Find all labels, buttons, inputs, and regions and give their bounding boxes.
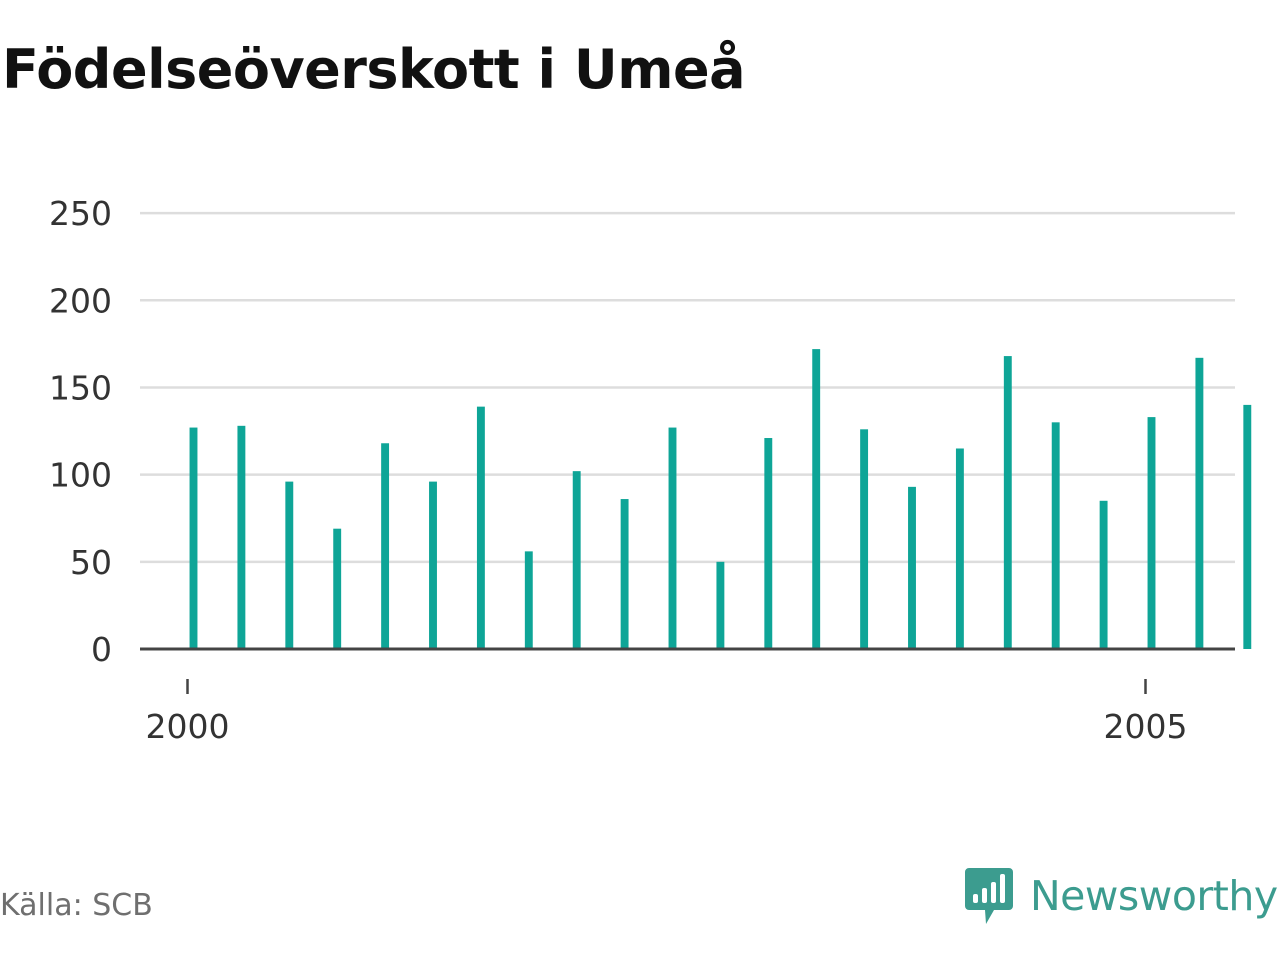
bar xyxy=(237,425,246,649)
bar xyxy=(285,481,294,649)
bar xyxy=(908,486,916,649)
x-axis: 200020052010201520202025 xyxy=(146,679,1188,746)
y-tick-label: 100 xyxy=(49,456,112,495)
bar xyxy=(333,528,342,649)
x-tick-label: 2000 xyxy=(146,707,230,746)
chart-title: Födelseöverskott i Umeå xyxy=(2,38,746,101)
bar xyxy=(572,471,581,649)
bar xyxy=(620,499,629,649)
bar xyxy=(668,427,677,649)
bars xyxy=(189,349,1252,649)
y-tick-label: 0 xyxy=(91,630,112,669)
gridlines xyxy=(140,211,1235,564)
y-tick-label: 150 xyxy=(49,368,112,407)
x-tick-label: 2005 xyxy=(1104,707,1188,746)
brand-logo[interactable]: Newsworthy xyxy=(964,864,1278,928)
y-tick-label: 50 xyxy=(70,543,112,582)
bar xyxy=(716,561,725,649)
bar xyxy=(1195,357,1204,649)
bar xyxy=(812,349,821,649)
bar xyxy=(524,551,533,649)
bar xyxy=(1003,356,1012,649)
y-axis-tick-labels: 0 50 100 150 200 250 xyxy=(49,194,112,669)
y-tick-label: 250 xyxy=(49,194,112,233)
bar xyxy=(1051,422,1060,649)
bar xyxy=(1099,500,1108,649)
bar xyxy=(1147,417,1156,649)
bar xyxy=(764,438,773,649)
source-label: Källa: SCB xyxy=(0,888,153,923)
newsworthy-logo-icon xyxy=(965,868,1013,924)
bar xyxy=(476,406,485,649)
bar xyxy=(381,443,390,649)
bar xyxy=(189,427,198,649)
brand-name: Newsworthy xyxy=(1030,872,1278,920)
y-tick-label: 200 xyxy=(49,281,112,320)
bar xyxy=(955,448,964,649)
bar xyxy=(429,481,437,649)
bar xyxy=(860,429,869,649)
bar xyxy=(1243,404,1252,649)
